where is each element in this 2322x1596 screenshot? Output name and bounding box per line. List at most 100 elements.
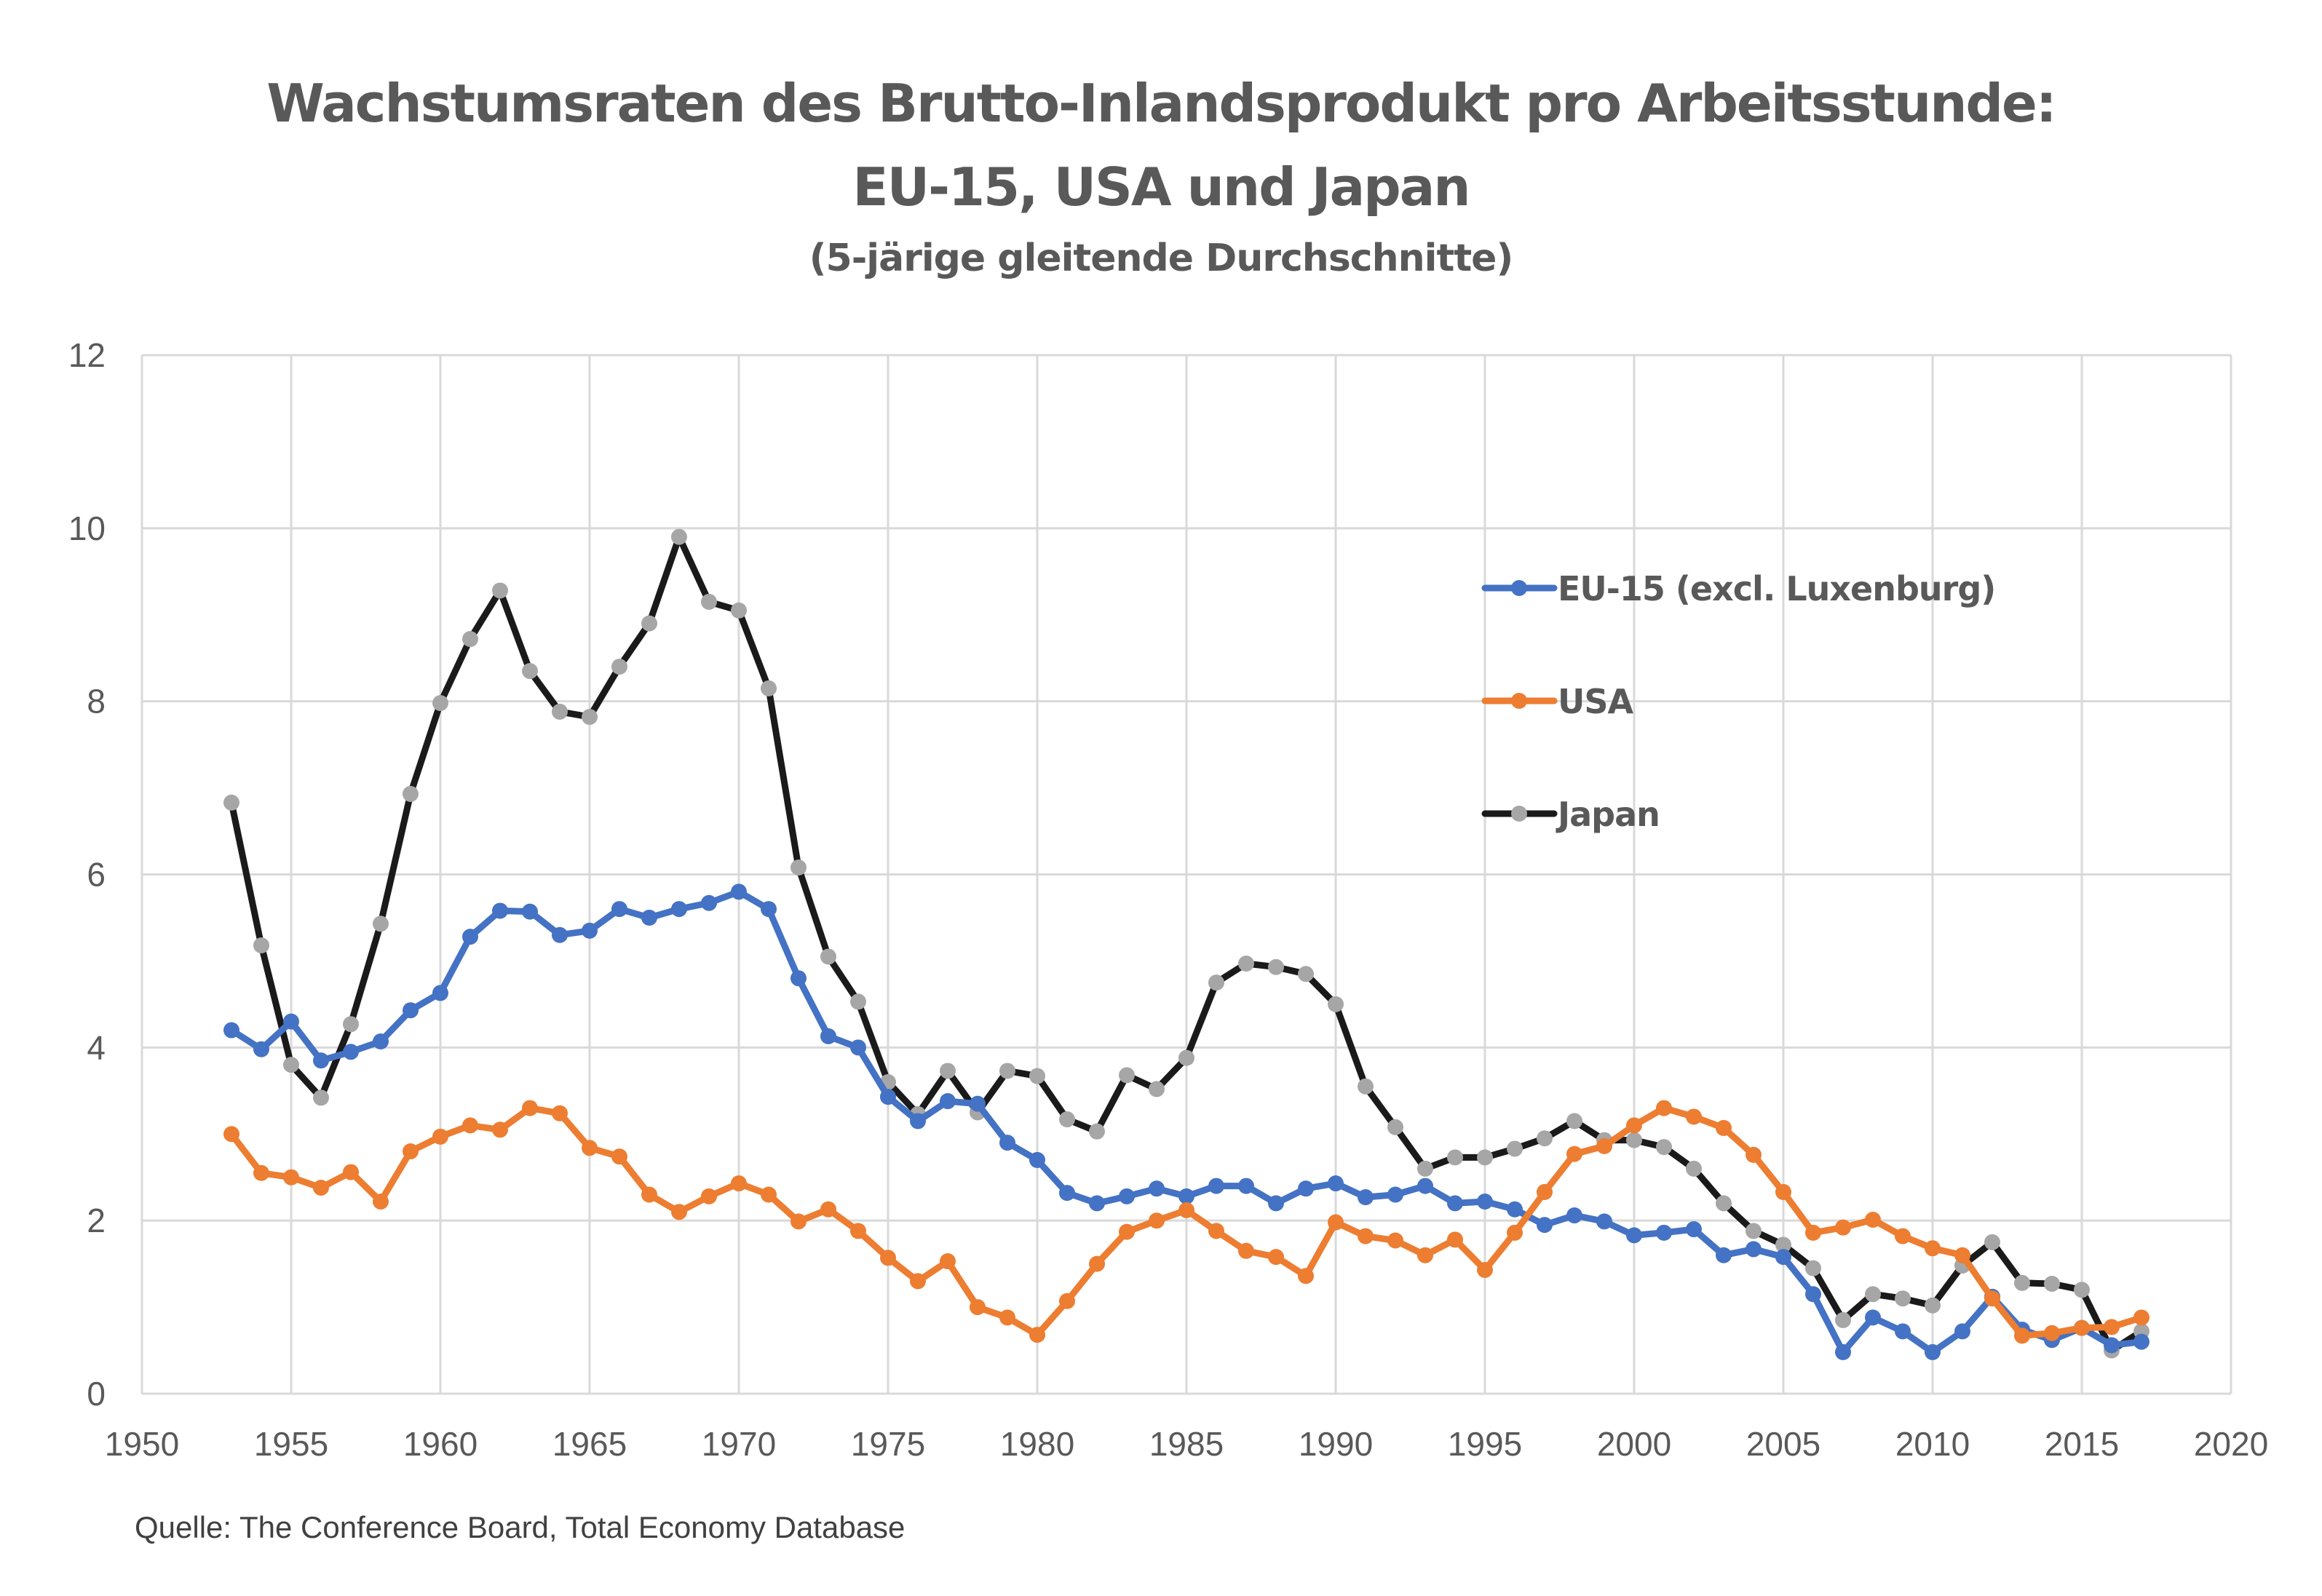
data-point-2-2008 bbox=[1865, 1286, 1881, 1303]
legend-label-0: EU-15 (excl. Luxenburg) bbox=[1558, 569, 1995, 608]
data-point-1-1963 bbox=[522, 1100, 538, 1116]
data-point-1-1974 bbox=[850, 1223, 866, 1239]
data-point-0-1990 bbox=[1328, 1175, 1344, 1192]
x-tick-label-1990: 1990 bbox=[1299, 1425, 1373, 1463]
data-point-1-1957 bbox=[343, 1164, 359, 1180]
data-point-2-1962 bbox=[492, 582, 508, 599]
data-point-1-1992 bbox=[1387, 1232, 1403, 1249]
data-point-1-2010 bbox=[1925, 1240, 1941, 1257]
data-point-2-1972 bbox=[790, 859, 807, 876]
series-group bbox=[223, 528, 2149, 1360]
data-point-1-1961 bbox=[462, 1117, 478, 1134]
data-point-1-1969 bbox=[701, 1188, 717, 1204]
data-point-2-1992 bbox=[1387, 1119, 1403, 1135]
data-point-0-1964 bbox=[552, 926, 568, 943]
data-point-1-1987 bbox=[1238, 1242, 1254, 1259]
data-point-1-2002 bbox=[1686, 1108, 1702, 1125]
data-point-1-1981 bbox=[1059, 1293, 1075, 1309]
legend-label-2: Japan bbox=[1556, 795, 1660, 834]
data-point-1-2005 bbox=[1775, 1183, 1791, 1200]
data-point-0-2007 bbox=[1835, 1343, 1851, 1360]
data-point-0-2004 bbox=[1746, 1241, 1762, 1258]
data-point-0-1974 bbox=[850, 1039, 866, 1056]
data-point-1-1999 bbox=[1596, 1138, 1612, 1154]
data-point-1-1977 bbox=[940, 1253, 956, 1270]
x-tick-label-1960: 1960 bbox=[403, 1425, 478, 1463]
data-point-1-1986 bbox=[1208, 1223, 1224, 1239]
legend-swatch-marker-1 bbox=[1511, 693, 1527, 709]
data-point-2-2014 bbox=[2044, 1275, 2060, 1292]
data-point-1-2006 bbox=[1805, 1224, 1821, 1241]
x-tick-label-2010: 2010 bbox=[1895, 1425, 1970, 1463]
data-point-2-1965 bbox=[582, 709, 598, 726]
data-point-1-1973 bbox=[820, 1201, 836, 1218]
data-point-0-1962 bbox=[492, 902, 508, 919]
data-point-1-1990 bbox=[1328, 1214, 1344, 1231]
data-point-0-1969 bbox=[701, 894, 717, 911]
data-point-2-1963 bbox=[522, 663, 538, 680]
chart-subtitle: (5-järige gleitende Durchschnitte) bbox=[809, 237, 1513, 280]
data-point-1-2003 bbox=[1716, 1119, 1732, 1136]
data-point-0-1959 bbox=[403, 1002, 419, 1019]
data-point-0-1957 bbox=[343, 1044, 359, 1060]
data-point-1-1972 bbox=[790, 1213, 807, 1230]
data-point-1-1964 bbox=[552, 1105, 568, 1121]
x-tick-label-2005: 2005 bbox=[1746, 1425, 1820, 1463]
data-point-0-1978 bbox=[970, 1095, 986, 1112]
y-tick-label-2: 2 bbox=[87, 1202, 106, 1239]
data-point-1-1998 bbox=[1566, 1146, 1582, 1162]
x-tick-label-1955: 1955 bbox=[254, 1425, 328, 1463]
data-point-1-2007 bbox=[1835, 1219, 1851, 1236]
data-point-0-1999 bbox=[1596, 1213, 1612, 1230]
data-point-1-1994 bbox=[1447, 1231, 1463, 1248]
data-point-1-2001 bbox=[1656, 1100, 1672, 1116]
data-point-2-1971 bbox=[761, 680, 777, 696]
series-1 bbox=[223, 1100, 2149, 1344]
data-point-1-1962 bbox=[492, 1121, 508, 1138]
data-point-0-1971 bbox=[761, 901, 777, 918]
data-point-2-1987 bbox=[1238, 955, 1254, 972]
data-point-1-1955 bbox=[283, 1169, 299, 1186]
data-point-2-1979 bbox=[999, 1063, 1015, 1079]
data-point-1-2004 bbox=[1746, 1146, 1762, 1163]
data-point-0-1986 bbox=[1208, 1178, 1224, 1194]
data-point-2-1998 bbox=[1566, 1113, 1582, 1129]
data-point-1-1959 bbox=[403, 1143, 419, 1160]
data-point-2-1988 bbox=[1268, 958, 1284, 975]
data-point-2-2013 bbox=[2014, 1274, 2030, 1291]
data-point-0-2011 bbox=[1954, 1323, 1970, 1340]
data-point-2-1991 bbox=[1358, 1078, 1374, 1095]
data-point-2-1959 bbox=[403, 785, 419, 802]
y-tick-label-10: 10 bbox=[68, 509, 106, 547]
data-point-1-1960 bbox=[432, 1128, 448, 1145]
data-point-0-1988 bbox=[1268, 1195, 1284, 1212]
data-point-1-1971 bbox=[761, 1186, 777, 1203]
data-point-2-2001 bbox=[1656, 1139, 1672, 1156]
data-point-1-1997 bbox=[1537, 1183, 1553, 1200]
data-point-2-2003 bbox=[1716, 1195, 1732, 1212]
y-tick-label-4: 4 bbox=[87, 1028, 106, 1066]
data-point-2-1995 bbox=[1477, 1149, 1493, 1166]
data-point-1-2016 bbox=[2104, 1319, 2120, 1335]
data-point-0-1992 bbox=[1387, 1186, 1403, 1203]
data-point-1-1983 bbox=[1119, 1223, 1135, 1240]
data-point-0-1994 bbox=[1447, 1195, 1463, 1212]
data-point-2-1973 bbox=[820, 948, 836, 965]
data-point-1-1966 bbox=[611, 1148, 627, 1165]
data-point-0-1976 bbox=[910, 1113, 926, 1129]
data-point-0-2017 bbox=[2133, 1333, 2149, 1350]
gridlines bbox=[140, 354, 2232, 1395]
chart-title-line2: EU-15, USA und Japan bbox=[852, 156, 1470, 218]
data-point-1-2012 bbox=[1984, 1290, 2000, 1307]
data-point-2-1966 bbox=[611, 659, 627, 675]
data-point-2-1961 bbox=[462, 631, 478, 648]
data-point-2-2002 bbox=[1686, 1160, 1702, 1177]
data-point-0-1958 bbox=[373, 1033, 389, 1050]
data-point-0-1954 bbox=[253, 1041, 269, 1057]
x-tick-label-2015: 2015 bbox=[2045, 1425, 2119, 1463]
x-tick-label-1950: 1950 bbox=[105, 1425, 179, 1463]
data-point-1-1993 bbox=[1417, 1247, 1433, 1263]
data-point-2-2010 bbox=[1925, 1297, 1941, 1314]
data-point-0-1991 bbox=[1358, 1189, 1374, 1206]
